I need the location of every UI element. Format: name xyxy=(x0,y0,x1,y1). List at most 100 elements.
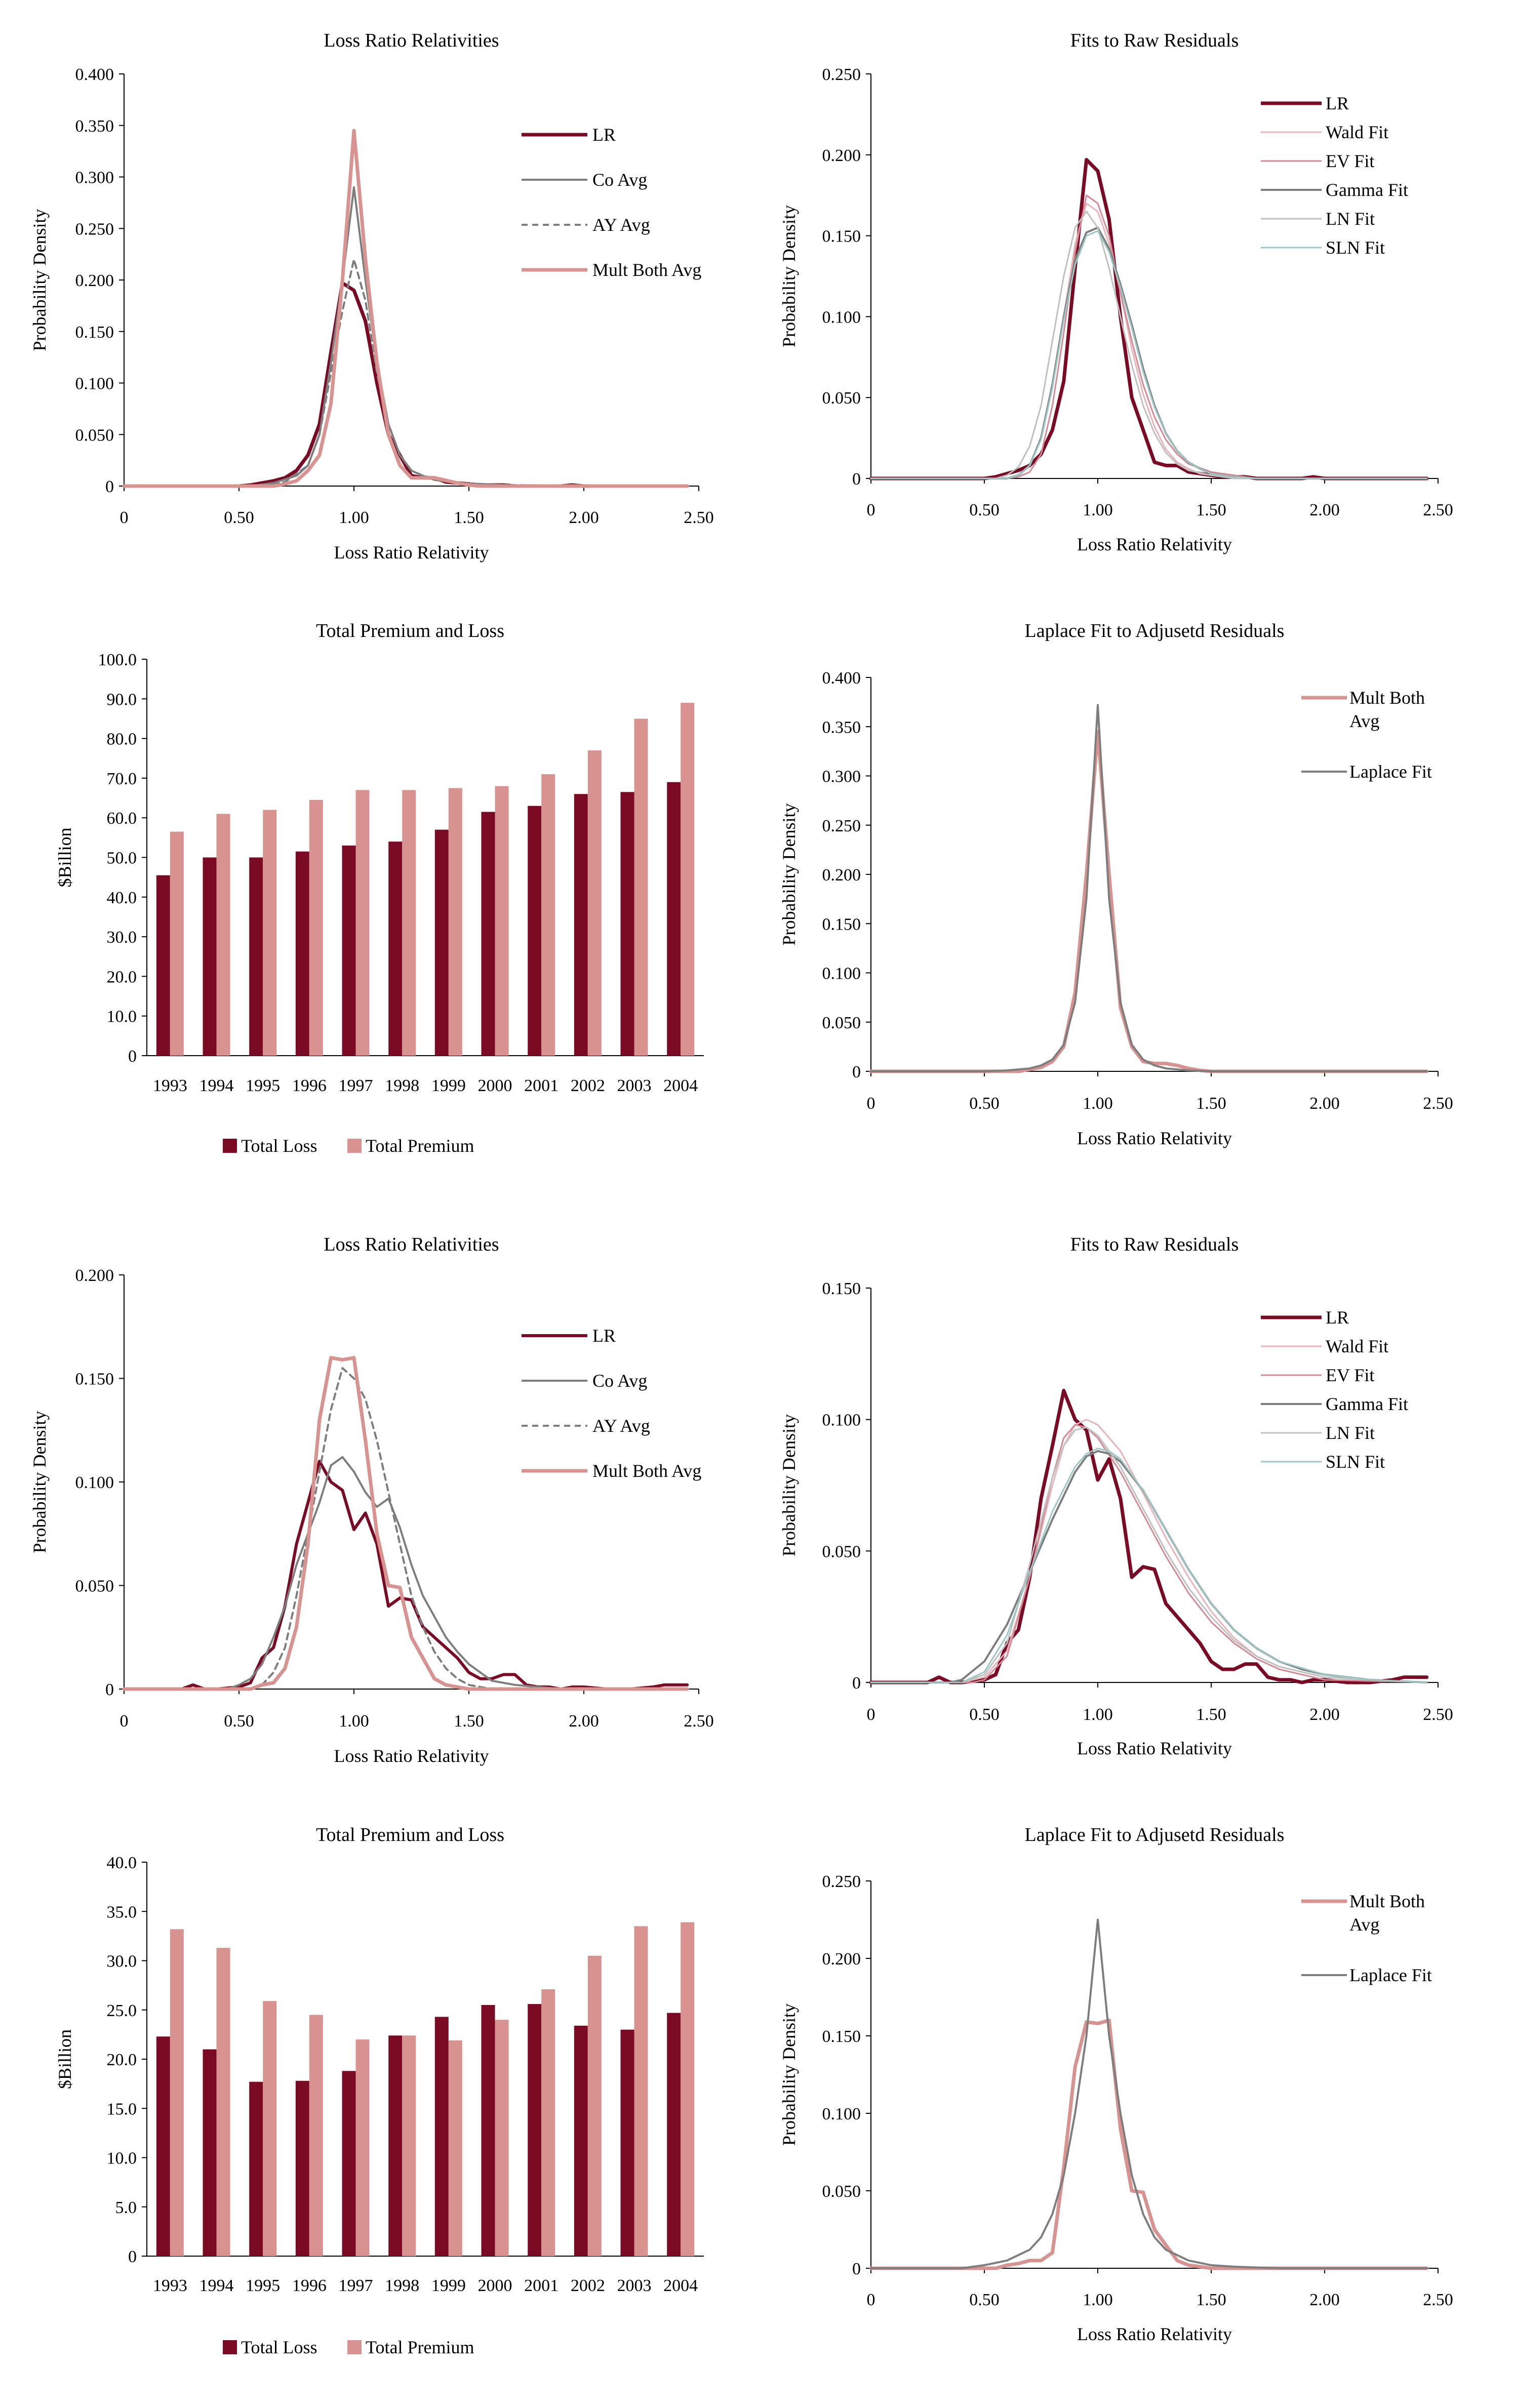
bar-total-loss xyxy=(296,852,309,1056)
y-tick-label: 0.150 xyxy=(822,227,861,246)
bar-total-premium xyxy=(309,800,323,1056)
x-tick-label: 1.00 xyxy=(339,508,369,527)
bar-total-premium xyxy=(449,788,462,1056)
legend-label: Gamma Fit xyxy=(1326,180,1408,200)
legend-swatch xyxy=(347,1139,362,1153)
y-tick-label: 0 xyxy=(852,1674,861,1693)
bar-total-premium xyxy=(449,2040,462,2256)
y-axis-label: Probability Density xyxy=(29,1411,50,1553)
x-category-label: 2000 xyxy=(478,1076,512,1095)
bar-total-loss xyxy=(435,830,449,1056)
x-category-label: 2000 xyxy=(478,2276,512,2295)
x-tick-label: 1.00 xyxy=(339,1712,369,1731)
y-axis-label: Probability Density xyxy=(779,1414,799,1556)
series-line-lr xyxy=(124,1461,687,1689)
legend-label: Total Premium xyxy=(366,1136,474,1156)
legend-label: Mult Both Avg xyxy=(592,260,701,280)
y-tick-label: 0 xyxy=(852,1063,861,1081)
chart-title: Total Premium and Loss xyxy=(316,620,504,641)
y-tick-label: 0.300 xyxy=(822,768,861,786)
bar-total-premium xyxy=(356,2039,370,2256)
legend-label: Laplace Fit xyxy=(1349,761,1432,782)
x-tick-label: 0 xyxy=(867,1094,875,1113)
chart-panel-2: Fits to Raw Residuals 0 0.050 0.100 0.150 0.2… xyxy=(779,30,1453,554)
legend-label: Mult Both xyxy=(1349,1891,1425,1911)
bar-total-premium xyxy=(263,810,276,1056)
bar-total-loss xyxy=(156,875,170,1056)
bar-total-loss xyxy=(574,2026,588,2256)
y-tick-label: 10.0 xyxy=(107,1008,137,1026)
x-category-label: 1995 xyxy=(246,2276,280,2295)
y-tick-label: 0.300 xyxy=(75,169,114,187)
x-tick-label: 0.50 xyxy=(969,2291,1000,2309)
legend-label: Total Loss xyxy=(241,1136,317,1156)
y-tick-label: 0.350 xyxy=(822,718,861,737)
chart-canvas: Loss Ratio Relativities 0 0.050 0.100 0.150 0… xyxy=(0,0,1514,2405)
legend: Mult Both Avg Laplace Fit xyxy=(1301,688,1432,782)
y-tick-label: 0.150 xyxy=(822,1279,861,1298)
y-axis-label: $Billion xyxy=(55,827,75,887)
x-tick-label: 1.50 xyxy=(1196,1094,1226,1113)
legend-label: Co Avg xyxy=(592,1371,647,1391)
bar-total-loss xyxy=(667,2013,681,2256)
bar-total-loss xyxy=(621,792,634,1056)
bar-total-loss xyxy=(667,782,681,1056)
y-tick-label: 0.050 xyxy=(822,389,861,408)
x-category-label: 2004 xyxy=(663,2276,698,2295)
series-line-ay-avg xyxy=(124,259,687,486)
chart-title: Fits to Raw Residuals xyxy=(1070,1234,1239,1255)
y-tick-label: 0.150 xyxy=(75,1370,114,1389)
bar-total-loss xyxy=(388,2035,402,2256)
x-tick-label: 1.00 xyxy=(1083,2291,1113,2309)
x-category-label: 2004 xyxy=(663,1076,698,1095)
y-tick-label: 0.400 xyxy=(822,669,861,688)
x-category-label: 1993 xyxy=(153,1076,187,1095)
y-tick-label: 0.200 xyxy=(75,1266,114,1285)
series-line-lr xyxy=(124,283,687,486)
x-category-label: 2003 xyxy=(617,2276,652,2295)
y-tick-label: 0.100 xyxy=(75,1473,114,1492)
bar-total-premium xyxy=(495,786,509,1056)
bar-total-premium xyxy=(634,1926,648,2256)
x-tick-label: 0 xyxy=(120,508,129,527)
x-category-label: 2001 xyxy=(524,1076,559,1095)
y-axis-label: Probability Density xyxy=(779,804,799,946)
legend-label: Avg xyxy=(1349,711,1379,731)
chart-title: Fits to Raw Residuals xyxy=(1070,30,1239,51)
y-tick-label: 0 xyxy=(852,2260,861,2278)
bar-total-loss xyxy=(482,812,495,1056)
chart-title: Laplace Fit to Adjusetd Residuals xyxy=(1025,1824,1285,1845)
bar-total-premium xyxy=(402,790,416,1056)
x-category-label: 1994 xyxy=(200,2276,234,2295)
x-tick-label: 0.50 xyxy=(969,501,1000,519)
y-tick-label: 60.0 xyxy=(107,809,137,828)
x-category-label: 1999 xyxy=(431,1076,466,1095)
x-tick-label: 2.00 xyxy=(1309,1705,1340,1724)
x-tick-label: 0 xyxy=(120,1712,129,1731)
y-tick-label: 100.0 xyxy=(98,651,137,669)
y-tick-label: 50.0 xyxy=(107,849,137,868)
legend-label: Total Premium xyxy=(366,2337,474,2357)
x-axis-label: Loss Ratio Relativity xyxy=(334,1746,489,1766)
bar-total-loss xyxy=(156,2036,170,2256)
bar-total-premium xyxy=(541,1989,555,2256)
legend-label: Wald Fit xyxy=(1326,1336,1388,1356)
legend: LRWald FitEV FitGamma FitLN FitSLN Fit xyxy=(1261,93,1408,258)
bar-total-premium xyxy=(541,774,555,1056)
y-tick-label: 0.100 xyxy=(822,965,861,983)
x-tick-label: 1.00 xyxy=(1083,1094,1113,1113)
legend-swatch xyxy=(223,2340,237,2354)
y-tick-label: 40.0 xyxy=(107,889,137,907)
y-tick-label: 90.0 xyxy=(107,690,137,709)
x-category-label: 2003 xyxy=(617,1076,652,1095)
x-category-label: 1996 xyxy=(292,1076,327,1095)
y-tick-label: 0.200 xyxy=(822,866,861,885)
bar-total-premium xyxy=(217,1948,230,2256)
legend-label: Avg xyxy=(1349,1914,1379,1935)
chart-title: Loss Ratio Relativities xyxy=(324,1234,499,1255)
bar-total-loss xyxy=(342,2071,356,2256)
series-line-lr xyxy=(871,159,1427,478)
x-category-label: 2001 xyxy=(524,2276,559,2295)
chart-panel-7: Total Premium and Loss 0 5.0 10.0 15.0 20.0 25… xyxy=(55,1824,704,2357)
legend: LRWald FitEV FitGamma FitLN FitSLN Fit xyxy=(1261,1307,1408,1472)
